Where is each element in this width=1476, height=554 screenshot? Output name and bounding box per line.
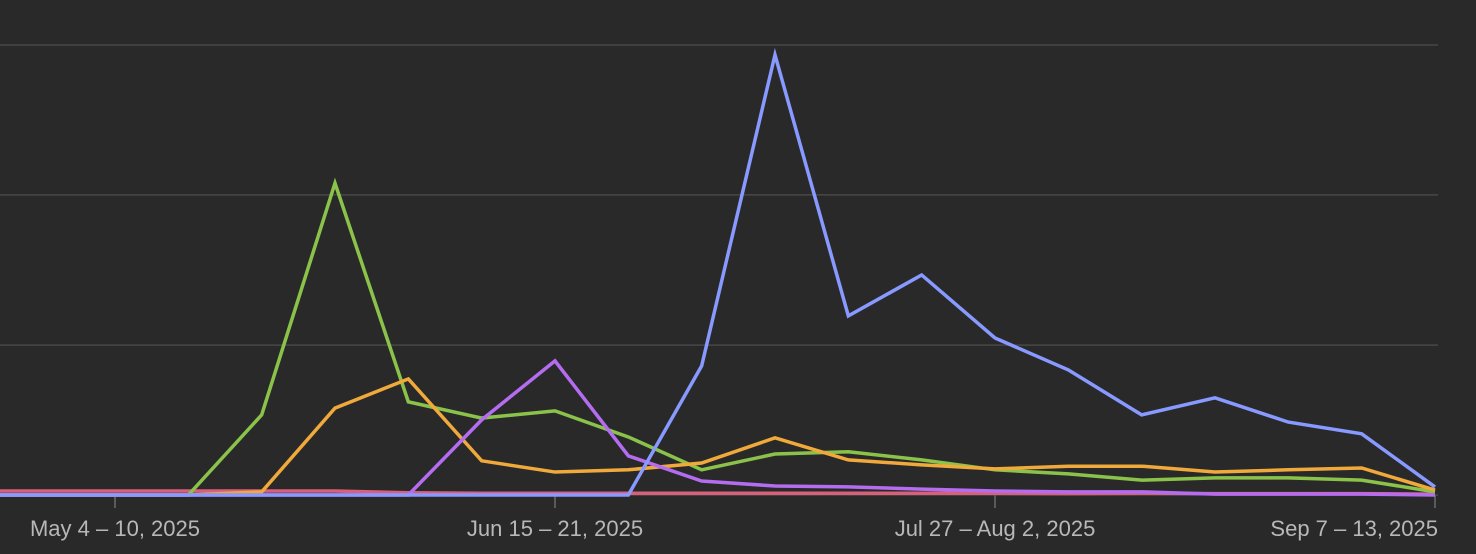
gridlines [0,44,1438,346]
x-axis-labels: May 4 – 10, 2025 Jun 15 – 21, 2025 Jul 2… [30,516,1438,541]
series-line-4 [0,47,1437,497]
x-tick-label: May 4 – 10, 2025 [30,516,200,541]
x-axis-ticks [114,495,1436,508]
x-tick-label: Sep 7 – 13, 2025 [1270,516,1438,541]
x-tick-label: Jul 27 – Aug 2, 2025 [895,516,1096,541]
series-line-1 [0,177,1436,497]
series-line-3 [0,358,1436,497]
series-lines [0,47,1437,497]
x-tick-label: Jun 15 – 21, 2025 [467,516,643,541]
